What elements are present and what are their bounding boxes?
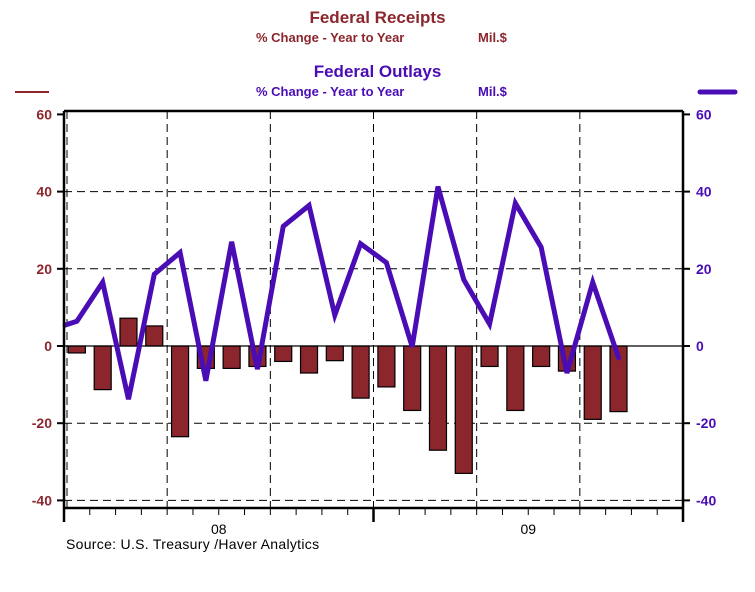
receipts-units: Mil.$: [478, 30, 507, 45]
bar-receipts: [170, 345, 190, 438]
bar-receipts: [377, 345, 396, 388]
bar-receipts: [351, 345, 370, 399]
bar-receipts: [480, 345, 499, 368]
bar-receipts: [274, 345, 293, 363]
bar-receipts: [299, 345, 319, 374]
left-tick-label: 20: [36, 261, 52, 277]
right-tick-label: -40: [696, 492, 716, 508]
bar-receipts: [428, 345, 448, 451]
line-outlays: [62, 185, 622, 400]
bar-receipts: [583, 345, 602, 420]
bar-receipts: [454, 345, 473, 474]
source-note: Source: U.S. Treasury /Haver Analytics: [66, 536, 320, 552]
outlays-units: Mil.$: [478, 84, 507, 99]
right-tick-label: -20: [696, 415, 716, 431]
x-tick-label: 09: [520, 521, 536, 537]
x-tick-label: 08: [211, 521, 227, 537]
outlays-subtitle: % Change - Year to Year: [256, 84, 405, 99]
outlays-title: Federal Outlays: [313, 62, 442, 81]
bar-receipts: [506, 345, 525, 412]
bar-receipts: [222, 345, 241, 369]
receipts-subtitle: % Change - Year to Year: [256, 30, 405, 45]
bar-receipts: [532, 345, 551, 368]
bar-receipts: [93, 345, 112, 391]
right-tick-label: 0: [696, 338, 704, 354]
bar-receipts: [403, 345, 422, 412]
right-tick-label: 20: [696, 261, 712, 277]
left-tick-label: 40: [36, 184, 52, 200]
bar-receipts: [325, 345, 344, 362]
left-tick-label: 60: [36, 106, 52, 122]
bar-receipts: [67, 345, 86, 354]
bar-receipts: [119, 317, 138, 347]
left-tick-label: -40: [32, 492, 52, 508]
right-tick-label: 40: [696, 184, 712, 200]
left-tick-label: -20: [32, 415, 52, 431]
right-tick-label: 60: [696, 106, 712, 122]
receipts-title: Federal Receipts: [309, 8, 446, 27]
left-tick-label: 0: [44, 338, 52, 354]
bar-receipts: [145, 325, 164, 347]
